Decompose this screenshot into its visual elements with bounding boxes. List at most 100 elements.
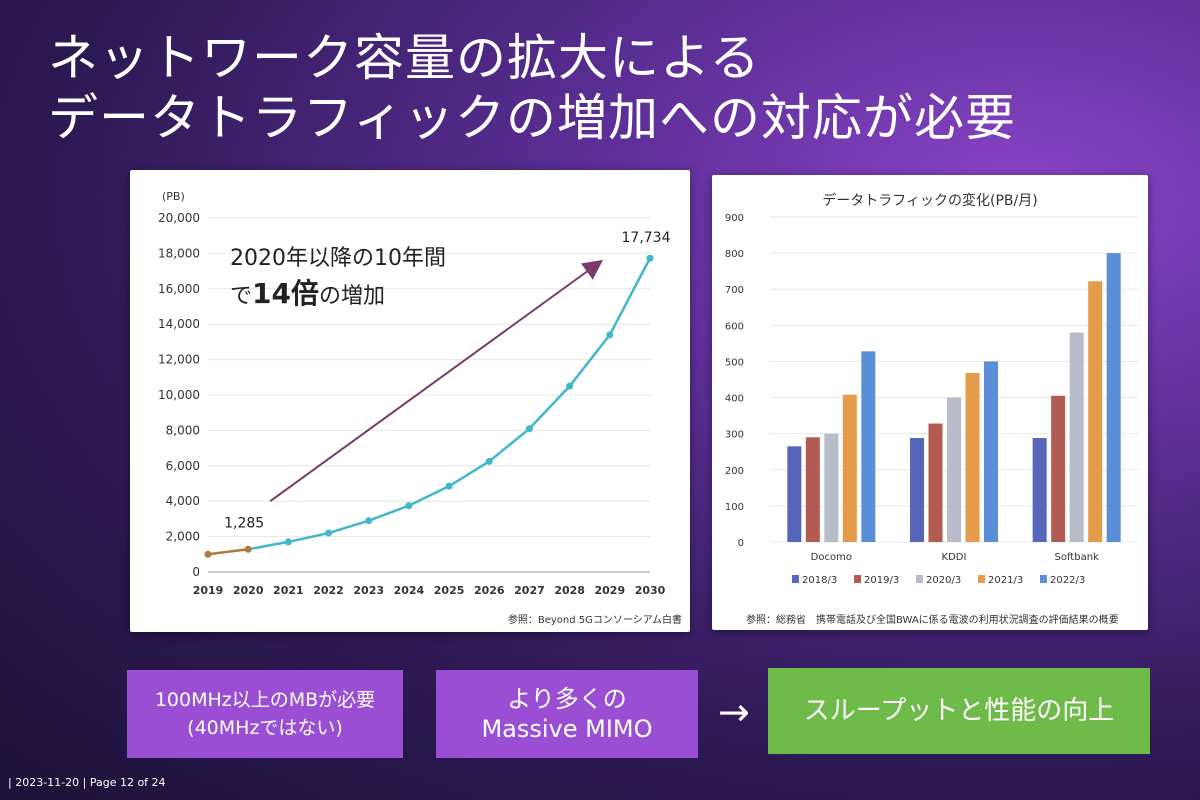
bar-kddi-2020-3 bbox=[947, 397, 961, 542]
x-tick-label: 2029 bbox=[595, 584, 626, 597]
data-point bbox=[485, 457, 493, 465]
x-tick-label: 2022 bbox=[313, 584, 344, 597]
y-tick-label: 200 bbox=[725, 466, 744, 477]
right-arrow-icon: → bbox=[718, 690, 750, 734]
data-point bbox=[445, 482, 453, 490]
bar-docomo-2021-3 bbox=[842, 394, 857, 542]
box1-line-2: (40MHzではない) bbox=[187, 717, 343, 739]
x-tick-label: 2028 bbox=[554, 584, 585, 597]
data-point bbox=[204, 550, 212, 558]
y-tick-label: 500 bbox=[725, 357, 744, 368]
legend-label: 2021/3 bbox=[988, 575, 1023, 586]
bar-kddi-2021-3 bbox=[965, 373, 980, 542]
legend-swatch bbox=[854, 575, 861, 583]
bar-kddi-2022-3 bbox=[984, 361, 998, 542]
data-point bbox=[525, 425, 533, 433]
legend-swatch bbox=[916, 575, 923, 583]
title-line-1: ネットワーク容量の拡大による bbox=[48, 29, 761, 87]
massive-mimo-box: より多くの Massive MIMO bbox=[436, 670, 698, 758]
y-tick-label: 12,000 bbox=[158, 353, 200, 367]
box3-text: スループットと性能の向上 bbox=[803, 696, 1115, 726]
y-tick-label: 400 bbox=[725, 394, 744, 405]
x-category-label: KDDI bbox=[942, 552, 967, 563]
bar-docomo-2022-3 bbox=[861, 351, 876, 542]
x-tick-label: 2021 bbox=[273, 584, 304, 597]
x-tick-label: 2030 bbox=[635, 584, 666, 597]
title-line-2: データトラフィックの増加への対応が必要 bbox=[48, 89, 1016, 147]
y-axis-label: (PB) bbox=[162, 190, 185, 203]
legend-swatch bbox=[1040, 575, 1047, 583]
bar-chart: データトラフィックの変化(PB/月) 0 100 200 300 400 500 600 700… bbox=[725, 192, 1138, 586]
data-point bbox=[284, 538, 292, 546]
bandwidth-requirement-box: 100MHz以上のMBが必要 (40MHzではない) bbox=[127, 670, 403, 758]
y-tick-label: 0 bbox=[738, 538, 744, 549]
y-tick-label: 300 bbox=[725, 430, 744, 441]
legend-label: 2020/3 bbox=[926, 575, 961, 586]
y-tick-label: 100 bbox=[725, 502, 744, 513]
box1-line-1: 100MHz以上のMBが必要 bbox=[154, 689, 376, 711]
data-point bbox=[365, 517, 373, 525]
bar-softbank-2020-3 bbox=[1069, 332, 1084, 542]
y-tick-label: 4,000 bbox=[166, 494, 200, 508]
throughput-improvement-box: スループットと性能の向上 bbox=[768, 668, 1150, 754]
data-label-start: 1,285 bbox=[224, 515, 264, 531]
legend-label: 2022/3 bbox=[1050, 575, 1085, 586]
bar-softbank-2021-3 bbox=[1088, 281, 1103, 542]
right-source-note: 参照：総務省 携帯電話及び全国BWAに係る電波の利用状況調査の評価結果の概要 bbox=[746, 615, 1119, 626]
x-tick-label: 2020 bbox=[233, 584, 264, 597]
y-tick-label: 700 bbox=[725, 285, 744, 296]
x-category-label: Softbank bbox=[1054, 552, 1099, 563]
annotation-line-2: で14倍の増加 bbox=[230, 272, 446, 312]
data-point bbox=[566, 382, 574, 390]
bar-chart-panel: データトラフィックの変化(PB/月) 0 100 200 300 400 500 600 700… bbox=[712, 175, 1148, 630]
annotation-line-1: 2020年以降の10年間 bbox=[230, 246, 446, 271]
y-tick-label: 18,000 bbox=[158, 246, 200, 260]
bar-docomo-2018-3 bbox=[787, 446, 802, 542]
bar-docomo-2019-3 bbox=[805, 437, 820, 542]
x-tick-label: 2019 bbox=[193, 584, 224, 597]
y-tick-label: 6,000 bbox=[166, 459, 200, 473]
x-tick-label: 2023 bbox=[353, 584, 384, 597]
y-tick-label: 10,000 bbox=[158, 388, 200, 402]
annotation-post: の増加 bbox=[318, 284, 385, 309]
bar-softbank-2019-3 bbox=[1051, 395, 1066, 542]
legend-swatch bbox=[978, 575, 985, 583]
data-point bbox=[646, 254, 654, 262]
x-tick-label: 2026 bbox=[474, 584, 505, 597]
bar-softbank-2022-3 bbox=[1106, 253, 1121, 542]
annotation-pre: で bbox=[230, 284, 253, 309]
bar-softbank-2018-3 bbox=[1032, 438, 1047, 542]
x-tick-label: 2024 bbox=[394, 584, 425, 597]
left-source-note: 参照：Beyond 5Gコンソーシアム白書 bbox=[507, 615, 682, 626]
line-chart: 0 2,000 4,000 6,000 8,000 10,000 12,000 14,000 1… bbox=[158, 190, 671, 597]
legend-label: 2019/3 bbox=[864, 575, 899, 586]
x-tick-label: 2027 bbox=[514, 584, 545, 597]
slide-title: ネットワーク容量の拡大による データトラフィックの増加への対応が必要 bbox=[48, 28, 1168, 148]
bar-chart-title: データトラフィックの変化(PB/月) bbox=[822, 192, 1037, 209]
data-point bbox=[325, 529, 333, 537]
line-chart-panel: 0 2,000 4,000 6,000 8,000 10,000 12,000 14,000 1… bbox=[130, 170, 690, 632]
y-tick-label: 800 bbox=[725, 249, 744, 260]
y-tick-label: 2,000 bbox=[166, 530, 200, 544]
trend-arrow bbox=[269, 259, 604, 503]
data-label-end: 17,734 bbox=[622, 230, 671, 246]
box2-line-1: より多くの bbox=[507, 685, 627, 713]
series-line-past bbox=[207, 548, 249, 556]
slide-footer: | 2023-11-20 | Page 12 of 24 bbox=[8, 776, 166, 789]
y-tick-label: 8,000 bbox=[166, 423, 200, 437]
legend-label: 2018/3 bbox=[802, 575, 837, 586]
bar-kddi-2018-3 bbox=[910, 438, 924, 542]
data-point bbox=[244, 545, 252, 553]
data-point bbox=[405, 502, 413, 510]
box2-line-2: Massive MIMO bbox=[481, 715, 653, 743]
y-tick-label: 0 bbox=[192, 565, 200, 579]
y-tick-label: 16,000 bbox=[158, 282, 200, 296]
legend-swatch bbox=[792, 575, 799, 583]
x-category-label: Docomo bbox=[811, 552, 852, 563]
growth-annotation: 2020年以降の10年間 で14倍の増加 bbox=[230, 240, 446, 312]
y-tick-label: 900 bbox=[725, 213, 744, 224]
x-tick-label: 2025 bbox=[434, 584, 465, 597]
y-tick-label: 20,000 bbox=[158, 211, 200, 225]
data-point bbox=[606, 331, 614, 339]
y-tick-label: 14,000 bbox=[158, 317, 200, 331]
